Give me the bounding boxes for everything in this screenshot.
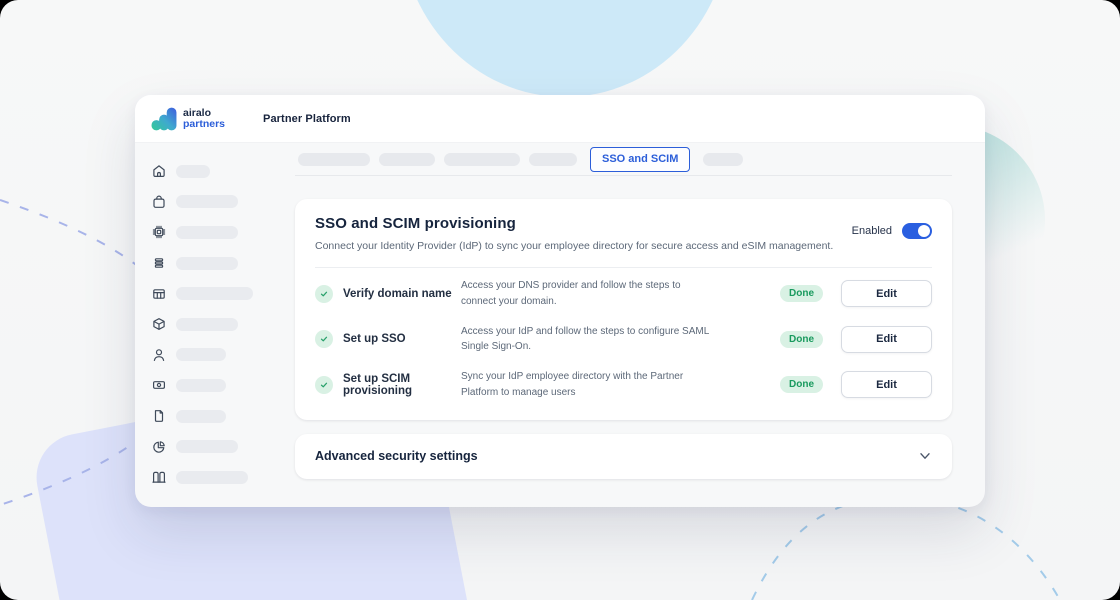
sidebar-item[interactable] — [135, 401, 285, 432]
skeleton-pill — [176, 348, 226, 362]
decorative-blob-top — [400, 0, 730, 97]
skeleton-tab — [444, 153, 520, 166]
advanced-settings-title: Advanced security settings — [315, 449, 478, 463]
stack-icon — [151, 255, 167, 271]
step-title: Set up SSO — [343, 333, 406, 346]
shopping-bag-icon — [151, 194, 167, 210]
platform-label: Partner Platform — [263, 112, 351, 125]
skeleton-pill — [176, 440, 238, 454]
sidebar-item[interactable] — [135, 370, 285, 401]
document-icon — [151, 408, 167, 424]
step-description: Access your IdP and follow the steps to … — [461, 325, 709, 353]
app-body: SSO and SCIM SSO and SCIM provisioning C… — [135, 143, 985, 506]
brand-logo[interactable]: airalo partners — [151, 106, 225, 132]
toggle-label: Enabled — [851, 225, 892, 237]
card-divider — [315, 267, 932, 268]
user-icon — [151, 347, 167, 363]
content-area: SSO and SCIM SSO and SCIM provisioning C… — [285, 143, 985, 506]
status-badge: Done — [780, 285, 823, 303]
skeleton-pill — [176, 256, 238, 270]
status-badge: Done — [780, 330, 823, 348]
skeleton-pill — [176, 225, 238, 239]
skeleton-tab — [529, 153, 577, 166]
toggle-knob — [918, 225, 930, 237]
provisioning-step-row: Set up SSO Access your IdP and follow th… — [315, 317, 932, 363]
sim-chip-icon — [151, 224, 167, 240]
skeleton-tab — [298, 153, 370, 166]
enabled-toggle[interactable] — [902, 223, 932, 239]
sidebar-item[interactable] — [135, 187, 285, 218]
skeleton-pill — [176, 409, 226, 423]
step-title: Verify domain name — [343, 287, 452, 300]
skeleton-pill — [176, 195, 238, 209]
app-window: airalo partners Partner Platform — [135, 95, 985, 507]
provisioning-step-row: Set up SCIM provisioning Sync your IdP e… — [315, 362, 932, 408]
status-badge: Done — [780, 376, 823, 394]
sidebar-item[interactable] — [135, 217, 285, 248]
check-circle-icon — [315, 284, 333, 303]
brand-wordmark: airalo partners — [183, 108, 225, 129]
check-circle-icon — [315, 330, 333, 349]
sidebar-item[interactable] — [135, 156, 285, 187]
skeleton-pill — [176, 287, 253, 301]
card-title: SSO and SCIM provisioning — [315, 215, 516, 232]
pie-chart-icon — [151, 439, 167, 455]
banknote-icon — [151, 377, 167, 393]
skeleton-tab — [379, 153, 435, 166]
app-header: airalo partners Partner Platform — [135, 95, 985, 143]
edit-button[interactable]: Edit — [841, 280, 932, 308]
edit-button[interactable]: Edit — [841, 325, 932, 353]
package-icon — [151, 316, 167, 332]
brand-name-sub: partners — [183, 117, 226, 130]
sidebar-item[interactable] — [135, 278, 285, 309]
chevron-down-icon[interactable] — [918, 449, 932, 463]
skeleton-pill — [176, 317, 238, 331]
book-icon — [151, 469, 167, 485]
tab-bar: SSO and SCIM — [295, 147, 952, 176]
skeleton-pill — [176, 164, 210, 178]
sso-scim-card: SSO and SCIM provisioning Connect your I… — [295, 199, 952, 420]
toggle-group: Enabled — [852, 223, 932, 239]
edit-button[interactable]: Edit — [841, 371, 932, 399]
advanced-settings-card[interactable]: Advanced security settings — [295, 433, 952, 479]
skeleton-pill — [176, 470, 248, 484]
card-description: Connect your Identity Provider (IdP) to … — [315, 240, 834, 252]
skeleton-tab — [703, 153, 744, 166]
brand-name: airalo — [183, 107, 212, 119]
table-icon — [151, 286, 167, 302]
sidebar-item[interactable] — [135, 431, 285, 462]
check-circle-icon — [315, 375, 333, 394]
airalo-bars-logo-icon — [151, 107, 177, 130]
home-icon — [151, 163, 167, 179]
step-description: Access your DNS provider and follow the … — [461, 280, 681, 307]
sidebar-item[interactable] — [135, 309, 285, 340]
tab-sso-and-scim[interactable]: SSO and SCIM — [590, 147, 691, 172]
step-title: Set up SCIM provisioning — [343, 372, 412, 397]
provisioning-step-row: Verify domain name Access your DNS provi… — [315, 271, 932, 317]
sidebar-nav — [135, 143, 285, 506]
card-header-text: SSO and SCIM provisioning Connect your I… — [315, 215, 833, 252]
step-description: Sync your IdP employee directory with th… — [461, 371, 684, 398]
sidebar-item[interactable] — [135, 462, 285, 493]
card-header: SSO and SCIM provisioning Connect your I… — [315, 215, 932, 252]
sidebar-item[interactable] — [135, 248, 285, 279]
provisioning-steps: Verify domain name Access your DNS provi… — [315, 271, 932, 408]
skeleton-pill — [176, 378, 226, 392]
sidebar-item[interactable] — [135, 340, 285, 371]
